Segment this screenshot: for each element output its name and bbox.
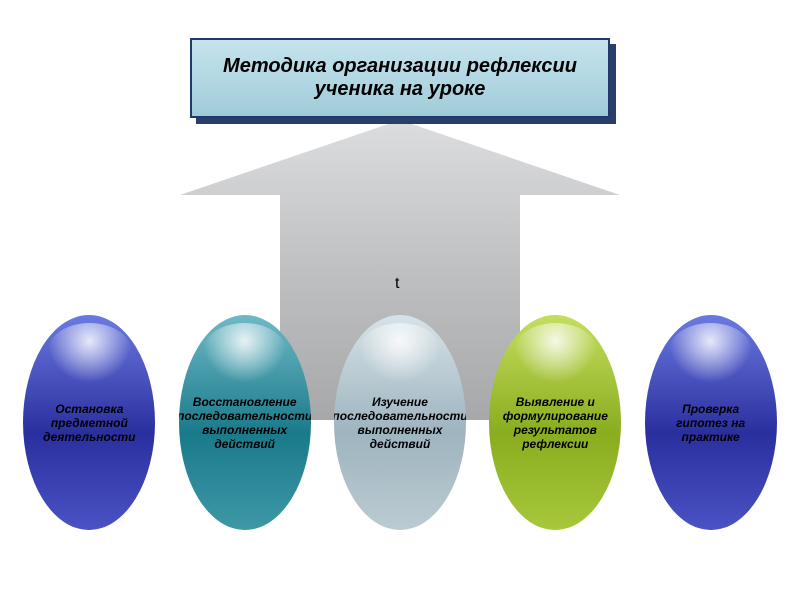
oval-label: Выявление и формулирование результатов р… [499,395,611,451]
oval-step-3: Изучение последовательности выполненных … [334,315,466,530]
arrow-label: t [395,275,399,293]
oval-step-5: Проверка гипотез на практике [645,315,777,530]
oval-label: Изучение последовательности выполненных … [334,395,466,451]
ovals-row: Остановка предметной деятельности Восста… [0,315,800,530]
title-text: Методика организации рефлексии ученика н… [192,55,608,101]
oval-label: Восстановление последовательности выполн… [179,395,311,451]
title-box: Методика организации рефлексии ученика н… [190,38,610,118]
oval-step-4: Выявление и формулирование результатов р… [489,315,621,530]
oval-step-2: Восстановление последовательности выполн… [179,315,311,530]
oval-label: Остановка предметной деятельности [33,402,145,444]
oval-step-1: Остановка предметной деятельности [23,315,155,530]
oval-label: Проверка гипотез на практике [655,402,767,444]
